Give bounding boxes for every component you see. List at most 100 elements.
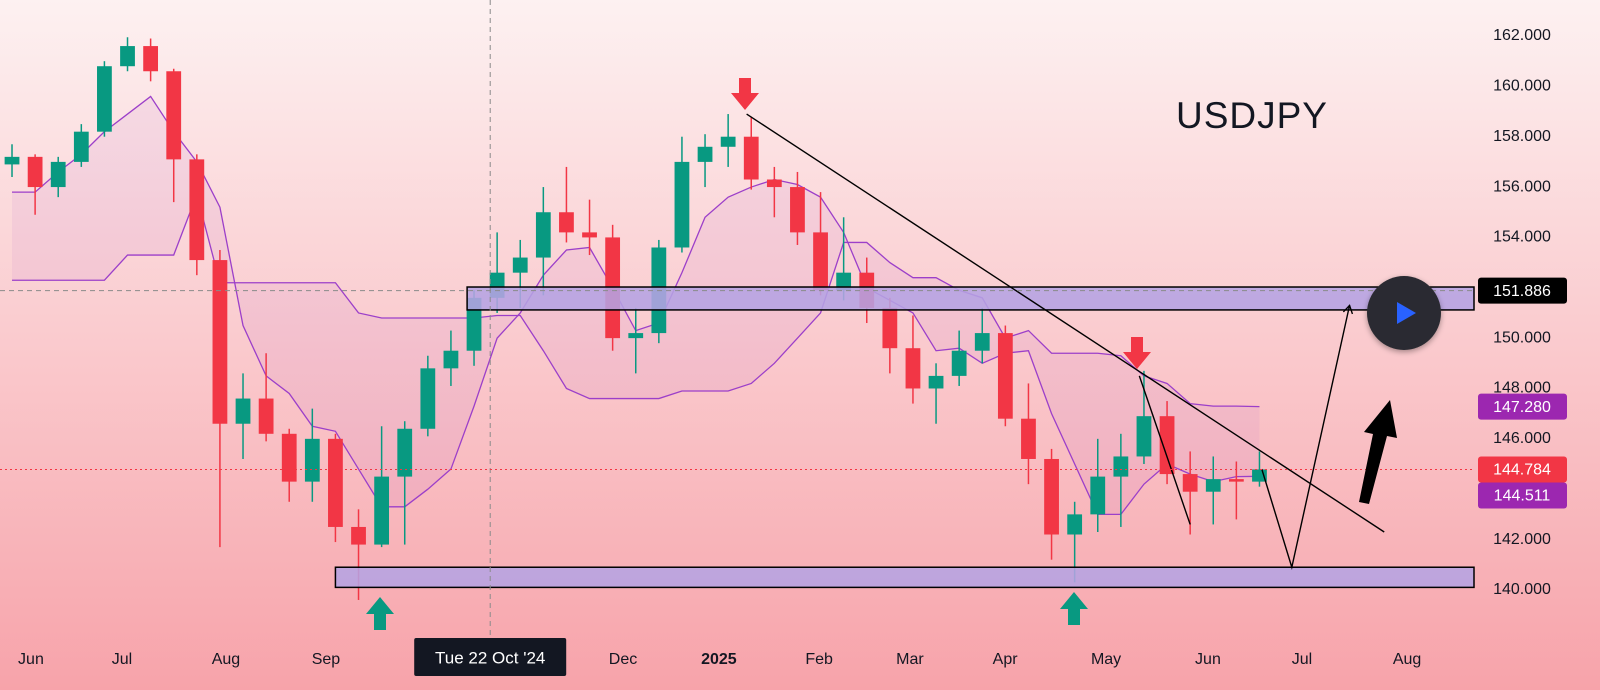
sell-arrow	[1123, 337, 1151, 369]
candle-body	[50, 161, 66, 188]
x-tick-label: Jul	[112, 651, 132, 668]
y-tick-label: 140.000	[1493, 581, 1551, 598]
candle-body	[212, 260, 228, 424]
candle-body	[674, 161, 690, 248]
play-icon[interactable]	[1397, 302, 1416, 324]
x-tick-label: Sep	[312, 651, 341, 668]
price-label-box	[1478, 393, 1567, 420]
price-label-box	[1478, 482, 1567, 509]
candle-body	[420, 368, 436, 429]
candle-body	[1090, 476, 1106, 515]
candle-body	[720, 136, 736, 147]
x-tick-label: Mar	[896, 651, 924, 668]
candle-body	[790, 187, 805, 233]
x-tick-label: Dec	[609, 651, 637, 668]
bullish-arrow	[1359, 400, 1397, 504]
candle-body	[4, 156, 20, 165]
candle-body	[766, 179, 782, 188]
candle-body	[951, 350, 967, 376]
x-tick-label: Jul	[1292, 651, 1312, 668]
candle-body	[512, 257, 528, 273]
plot-area	[0, 0, 1475, 640]
candle-body	[836, 272, 852, 291]
trendline	[1138, 375, 1191, 525]
trendline	[746, 113, 1385, 533]
candle-body	[1182, 474, 1198, 492]
candle-body	[97, 66, 112, 132]
x-tick-label: 2025	[701, 651, 737, 668]
candle-body	[120, 46, 135, 67]
candle-body	[813, 232, 828, 291]
candle-body	[559, 212, 574, 233]
x-tick-label: Aug	[1393, 651, 1421, 668]
candle-body	[628, 333, 644, 339]
candle-body	[743, 136, 759, 180]
candle-body	[1044, 458, 1059, 535]
candle-body	[697, 146, 713, 162]
candle-body	[143, 46, 159, 72]
candle-body	[73, 131, 89, 162]
y-tick-label: 156.000	[1493, 178, 1551, 195]
x-tick-label: Aug	[212, 651, 240, 668]
y-tick-label: 142.000	[1493, 531, 1551, 548]
cloud-fill	[12, 96, 1260, 515]
y-tick-label: 160.000	[1493, 78, 1551, 95]
candle-body	[582, 232, 597, 238]
candle-body	[397, 428, 413, 477]
overlay: USDJPY	[366, 78, 1441, 630]
x-tick-label: Feb	[805, 651, 833, 668]
candle-body	[351, 526, 366, 545]
candle-body	[27, 156, 43, 188]
candle-body	[304, 438, 320, 482]
price-label: 151.886	[1493, 283, 1551, 300]
candle-body	[235, 398, 251, 424]
candle-body	[905, 348, 921, 389]
x-tick-label: Jun	[1195, 651, 1221, 668]
zone	[466, 286, 1475, 311]
trendline	[1261, 305, 1351, 570]
crosshair-time-label: Tue 22 Oct '24	[435, 648, 545, 667]
candle-body	[374, 476, 390, 545]
x-tick-label: Jun	[18, 651, 44, 668]
candle-body	[466, 297, 482, 351]
crosshair-time-box	[414, 638, 567, 676]
y-tick-label: 154.000	[1493, 229, 1551, 246]
x-tick-label: Apr	[993, 651, 1019, 668]
candle-body	[928, 375, 944, 389]
buy-arrow	[1060, 592, 1088, 625]
y-tick-label: 162.000	[1493, 27, 1551, 44]
candle-body	[189, 159, 205, 261]
candle-body	[258, 398, 274, 434]
price-label: 147.280	[1493, 399, 1551, 416]
y-tick-label: 150.000	[1493, 329, 1551, 346]
zone	[334, 566, 1475, 589]
candle-body	[281, 433, 297, 482]
candle-body	[1021, 418, 1036, 459]
candle-body	[166, 71, 182, 160]
chart-title: USDJPY	[1176, 95, 1328, 136]
trendline-arrowhead	[1342, 304, 1354, 315]
candle-body	[535, 212, 551, 258]
price-label: 144.784	[1493, 462, 1551, 479]
candle-body	[997, 333, 1013, 419]
candle-body	[974, 333, 990, 351]
candle-body	[328, 438, 343, 527]
x-tick-label: May	[1091, 651, 1121, 668]
candle-body	[1136, 416, 1152, 457]
y-tick-label: 146.000	[1493, 430, 1551, 447]
y-tick-label: 158.000	[1493, 128, 1551, 145]
play-button[interactable]	[1367, 276, 1441, 350]
price-label-box	[1478, 456, 1567, 483]
candle-body	[882, 307, 898, 349]
candle-body	[1067, 514, 1083, 535]
price-label: 144.511	[1494, 488, 1551, 505]
buy-arrow	[366, 597, 394, 630]
candle-body	[443, 350, 459, 369]
candle-body	[1159, 416, 1175, 475]
price-label-box	[1478, 277, 1567, 304]
sell-arrow	[731, 78, 759, 110]
y-tick-label: 148.000	[1493, 380, 1551, 397]
candle-body	[1228, 479, 1244, 482]
